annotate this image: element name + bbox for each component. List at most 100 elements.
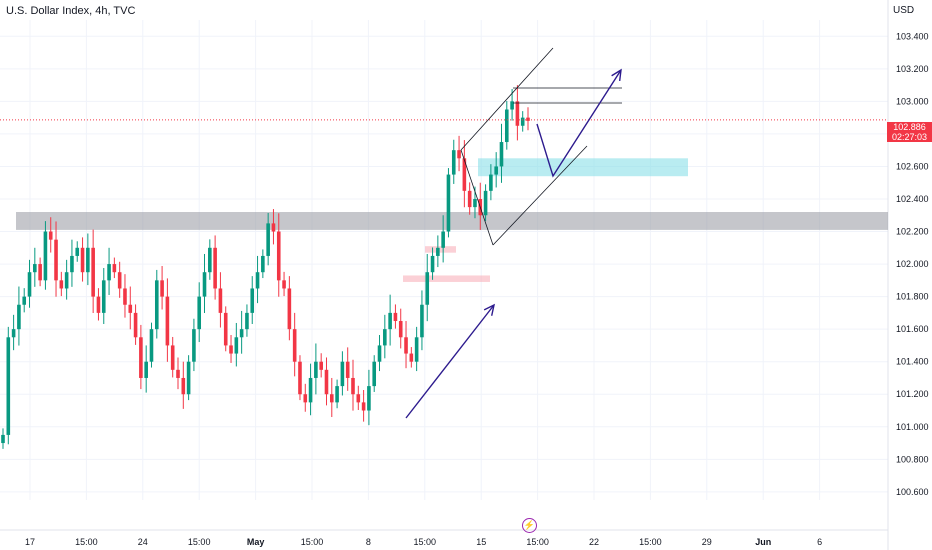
projection-arrow-upper-head: [611, 68, 622, 82]
candle-body: [372, 361, 377, 387]
y-tick-label: 100.800: [896, 454, 929, 464]
candle-body: [483, 190, 488, 216]
resistance-support-zone: [16, 212, 888, 230]
x-tick-label: 29: [702, 537, 712, 547]
candle-body: [139, 337, 143, 378]
candle-body: [324, 369, 329, 395]
candle-body: [234, 337, 239, 354]
candle-body: [361, 402, 366, 411]
candle-body: [467, 190, 472, 208]
candle-body: [457, 150, 461, 159]
candle-body: [86, 247, 90, 273]
candle-body: [308, 377, 313, 403]
y-tick-label: 102.200: [896, 227, 929, 237]
candle-body: [133, 312, 138, 338]
candle-body: [499, 142, 504, 167]
y-tick-label: 101.800: [896, 292, 929, 302]
candle-body: [404, 337, 408, 354]
candle-body: [250, 288, 255, 313]
projection-arrow-lower-head: [483, 303, 495, 316]
candle-body: [186, 361, 191, 395]
candle-body: [11, 329, 16, 338]
candle-body: [54, 239, 58, 281]
current-price-tag: 102.886 02:27:03: [887, 122, 932, 142]
candle-body: [38, 264, 42, 281]
candle-body: [75, 247, 80, 256]
candle-body: [176, 369, 180, 378]
y-tick-label: 101.600: [896, 324, 929, 334]
candle-body: [462, 158, 467, 191]
channel-upper-line: [460, 47, 554, 151]
candle-body: [356, 394, 361, 403]
candle-body: [1, 434, 5, 444]
candle-body: [149, 329, 154, 362]
x-tick-label: May: [247, 537, 265, 547]
x-tick-label: 15: [476, 537, 486, 547]
candle-body: [515, 101, 520, 126]
candle-body: [48, 231, 53, 240]
currency-label: USD: [893, 5, 915, 16]
candle-body: [473, 198, 477, 208]
candle-body: [181, 377, 186, 395]
candle-body: [292, 329, 297, 362]
candle-body: [117, 272, 122, 289]
candle-body: [170, 345, 175, 370]
y-tick-label: 100.600: [896, 487, 929, 497]
candle-body: [409, 353, 414, 362]
candle-body: [510, 101, 514, 110]
candle-body: [335, 386, 339, 403]
candle-body: [208, 247, 212, 273]
candle-body: [154, 280, 159, 330]
candle-body: [494, 166, 498, 175]
x-tick-label: 15:00: [639, 537, 662, 547]
x-tick-label: 15:00: [526, 537, 549, 547]
candle-body: [388, 312, 392, 330]
candle-body: [383, 329, 387, 346]
candle-body: [70, 255, 74, 273]
y-tick-label: 101.400: [896, 357, 929, 367]
candle-body: [261, 255, 265, 273]
candle-body: [329, 394, 334, 403]
candle-body: [197, 296, 202, 330]
x-tick-label: 15:00: [301, 537, 324, 547]
y-tick-label: 102.600: [896, 161, 929, 171]
x-tick-label: 8: [366, 537, 371, 547]
lightning-icon[interactable]: ⚡: [522, 518, 537, 533]
channel-lower-line: [492, 145, 588, 246]
candle-body: [64, 272, 69, 289]
candle-body: [202, 272, 207, 297]
x-tick-label: 15:00: [75, 537, 98, 547]
candle-body: [451, 150, 456, 175]
candle-body: [160, 280, 164, 297]
chart-title: U.S. Dollar Index, 4h, TVC: [6, 5, 136, 17]
candle-body: [367, 386, 371, 411]
candle-body: [245, 312, 249, 330]
candle-body: [414, 337, 419, 362]
bar-countdown: 02:27:03: [891, 132, 928, 142]
candle-body: [398, 321, 403, 338]
candle-body: [17, 304, 21, 330]
candle-body: [319, 361, 323, 370]
candle-body: [239, 329, 244, 338]
candle-body: [441, 231, 445, 248]
candle-body: [303, 394, 308, 403]
y-tick-label: 103.400: [896, 31, 929, 41]
candle-body: [123, 288, 127, 305]
y-tick-label: 101.200: [896, 389, 929, 399]
candle-body: [446, 174, 451, 232]
candle-body: [345, 361, 350, 378]
y-tick-label: 102.400: [896, 194, 929, 204]
candle-body: [96, 296, 101, 313]
candle-body: [229, 345, 233, 354]
y-tick-label: 103.200: [896, 64, 929, 74]
candle-body: [287, 288, 292, 330]
candle-body: [213, 247, 217, 289]
projection-arrow-lower: [405, 304, 495, 419]
candle-body: [377, 345, 382, 362]
candle-body: [6, 337, 11, 435]
projection-arrow-upper: [536, 69, 622, 178]
candle-body: [520, 117, 525, 126]
candle-body: [218, 288, 223, 313]
y-tick-label: 102.000: [896, 259, 929, 269]
